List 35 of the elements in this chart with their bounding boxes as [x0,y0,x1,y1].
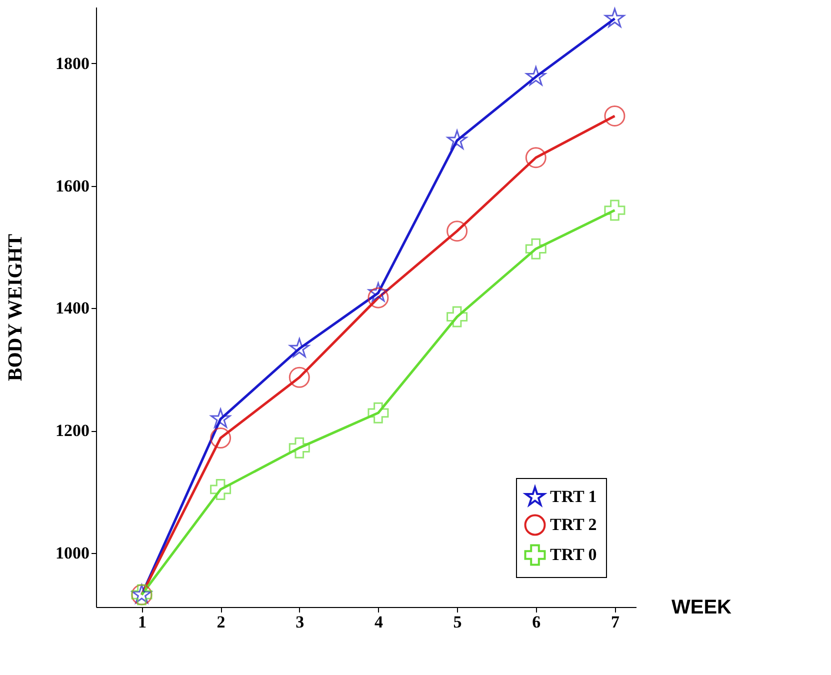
y-tick-label: 1000 [56,544,90,563]
point [210,408,231,428]
y-tick-label: 1800 [56,54,90,73]
point [288,366,310,388]
point [604,8,625,28]
point [525,147,546,168]
point [210,478,232,500]
point [525,238,546,260]
point [446,220,468,242]
y-axis-title: BODY WEIGHT [4,233,26,382]
point [368,282,388,302]
point [604,106,626,126]
point [368,287,389,308]
point [604,200,626,221]
point [289,338,310,358]
point [368,402,389,424]
y-tick-label: 1600 [56,176,90,196]
legend-label: TRT 0 [550,545,597,564]
point [446,306,468,328]
x-tick-label: 6 [532,612,541,632]
legend-label: TRT 2 [550,515,597,534]
x-tick-label: 4 [374,612,384,632]
legend-label: TRT 1 [550,487,597,506]
x-tick-label: 2 [216,612,226,632]
x-tick-label: 3 [296,612,304,632]
y-tick-label: 1200 [56,421,90,440]
point [526,66,546,86]
x-tick-label: 7 [610,612,620,632]
point [210,428,232,448]
x-tick-label: 1 [138,612,146,632]
point [288,437,310,458]
y-tick-label: 1400 [56,298,90,318]
point [447,130,468,150]
x-axis-title: WEEK [672,596,732,618]
x-tick-label: 5 [453,612,462,632]
